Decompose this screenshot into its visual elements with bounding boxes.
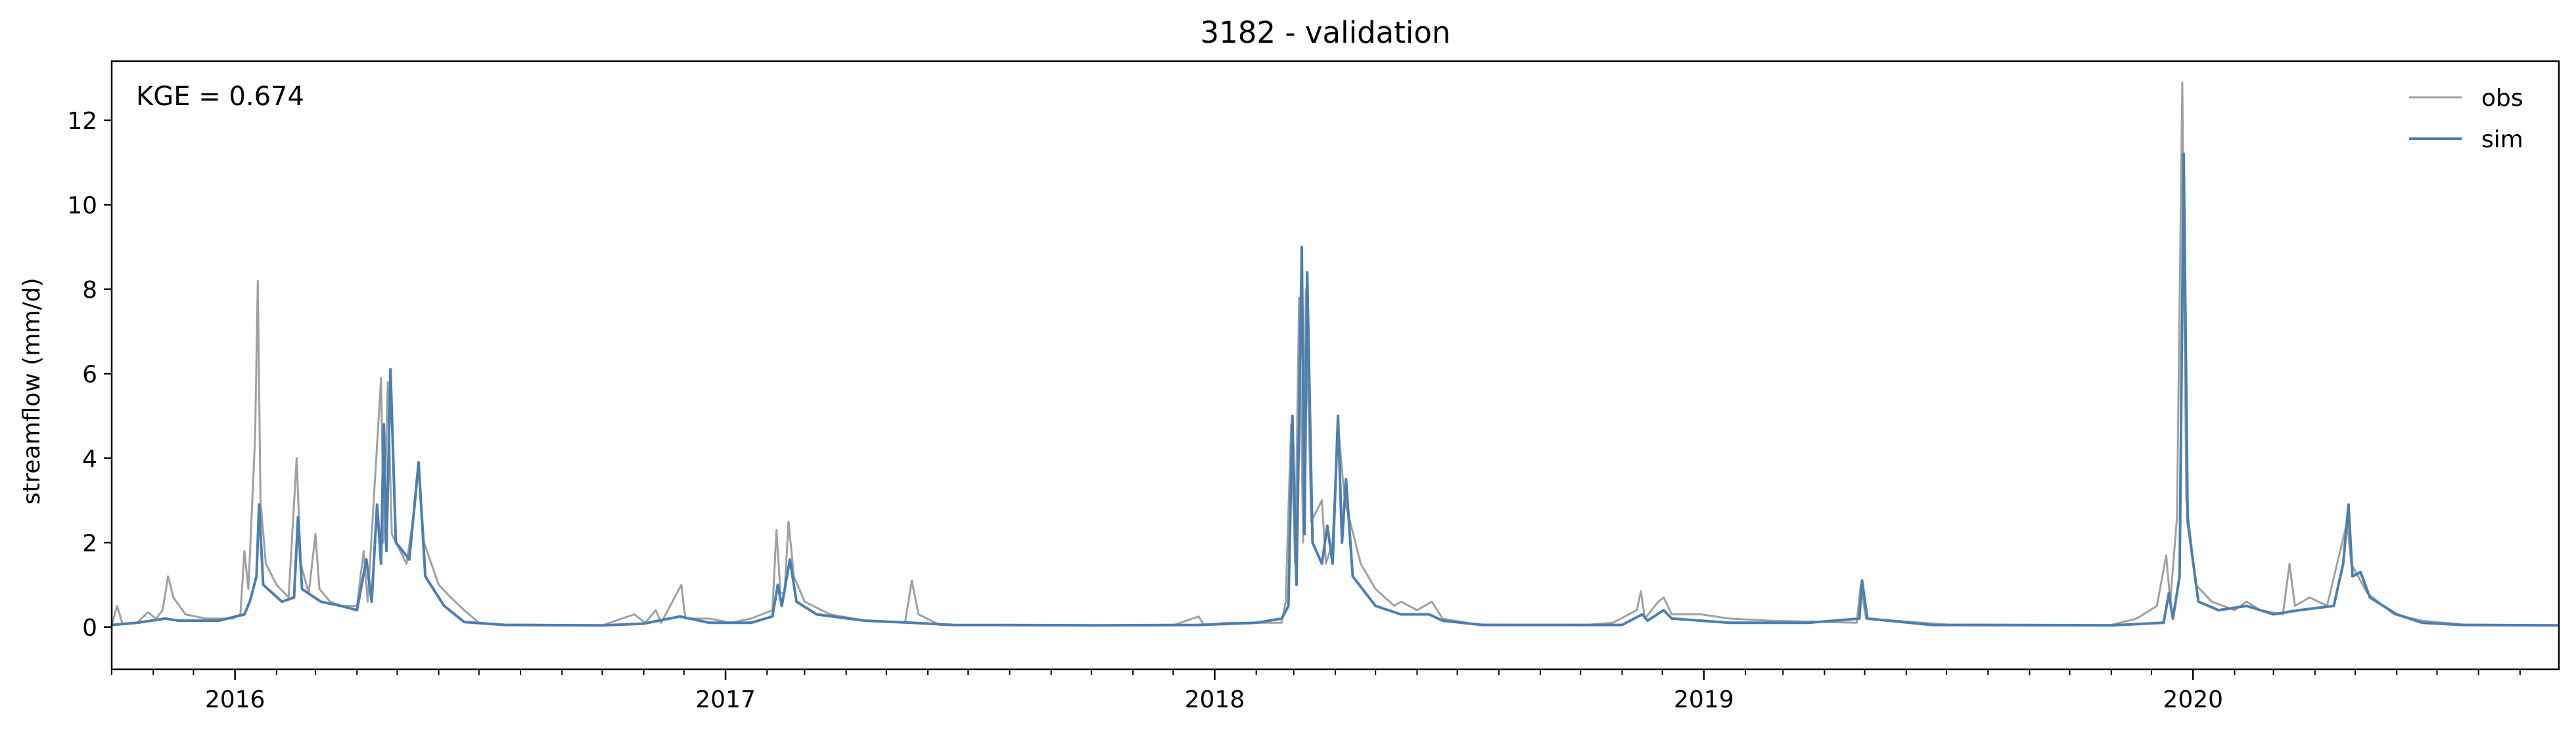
x-axis: 2016 2017 2018 2019 2020 (111, 669, 2521, 713)
y-tick-label: 8 (82, 277, 97, 304)
legend-label-sim: sim (2481, 126, 2523, 153)
x-tick-label: 2019 (1674, 686, 1734, 713)
y-axis-label: streamflow (mm/d) (18, 278, 45, 505)
x-tick-label: 2017 (695, 686, 756, 713)
chart-title: 3182 - validation (1201, 15, 1451, 50)
y-tick-label: 0 (82, 615, 97, 642)
y-tick-label: 2 (82, 530, 97, 557)
y-tick-label: 10 (67, 192, 97, 219)
x-tick-label: 2016 (205, 686, 265, 713)
y-axis: 0 2 4 6 8 10 12 (67, 108, 112, 642)
legend: obs sim (2409, 85, 2523, 153)
series-line-sim (111, 153, 2560, 627)
x-tick-label: 2018 (1185, 686, 1245, 713)
y-tick-label: 4 (82, 446, 97, 473)
y-tick-label: 12 (67, 108, 97, 135)
series-group (110, 81, 2560, 627)
y-tick-label: 6 (82, 361, 97, 388)
kge-annotation: KGE = 0.674 (136, 82, 304, 112)
legend-label-obs: obs (2481, 85, 2523, 112)
x-tick-label: 2020 (2163, 686, 2223, 713)
